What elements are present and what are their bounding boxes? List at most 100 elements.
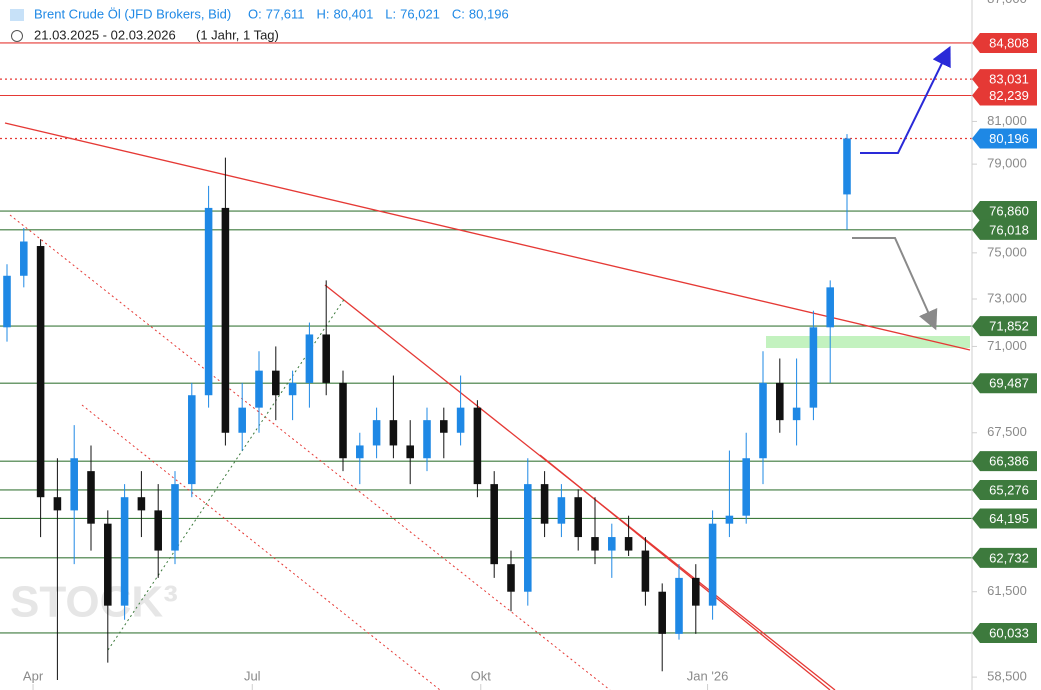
y-tick-label: 75,000 [987,244,1027,259]
candle-body [574,497,582,538]
level-lines [0,42,972,634]
x-tick-label: Apr [23,668,44,683]
candle-body [742,458,750,516]
level-label: 83,031 [989,72,1029,87]
candle-body [221,207,230,433]
ohlc-value: 80,196 [469,6,509,21]
x-tick-label: Jan '26 [687,668,729,683]
candle-body [792,407,801,421]
level-label: 60,033 [989,625,1029,640]
y-tick-label: 87,000 [987,0,1027,6]
level-label-box [972,547,1037,568]
ohlc-label: H: [317,6,330,21]
ohlc-label: L: [385,6,396,21]
candle-body [608,537,616,551]
level-label: 64,195 [989,511,1029,526]
y-tick-label: 73,000 [987,290,1027,305]
candle-body [339,382,347,459]
candle-body [675,577,683,634]
candle-body [641,550,650,592]
candle-body [238,407,246,433]
y-tick-label: 58,500 [987,669,1027,684]
candle-body [692,577,700,606]
candle-body [624,537,633,551]
level-label-box [972,508,1037,529]
candle-body [725,515,734,524]
level-label-box [972,128,1037,149]
ohlc-value: 76,021 [400,6,440,21]
level-label-box [972,373,1037,394]
y-tick-label: 81,000 [987,113,1027,128]
candle-body [36,246,45,498]
ohlc-value: 80,401 [334,6,374,21]
level-label-box [972,85,1037,106]
period: (1 Jahr, 1 Tag) [196,27,279,42]
candle-body [70,458,78,511]
candle-body [288,382,297,396]
chart-icon [10,9,24,21]
instrument-title: Brent Crude Öl (JFD Brokers, Bid) [34,6,231,21]
candle-body [490,484,498,565]
level-label: 71,852 [989,319,1029,334]
level-label-box [972,479,1037,500]
x-tick-label: Jul [244,668,261,683]
level-label: 84,808 [989,35,1029,50]
level-label: 69,487 [989,376,1029,391]
candle-body [557,497,566,524]
candle-body [104,523,112,606]
candle-body [658,591,666,634]
level-label-box [972,69,1037,90]
level-label-box [972,219,1037,240]
candle-body [87,471,95,524]
watermark: STOCK³ [10,578,178,627]
candle-body [423,420,431,459]
support-zone [766,336,970,348]
candle-body [53,497,62,511]
candle-body [473,407,482,485]
candle-body [137,497,146,511]
level-label: 82,239 [989,88,1029,103]
candle-body [406,445,414,459]
candle-body [255,370,263,408]
y-tick-label: 61,500 [987,583,1027,598]
candle-body [120,497,129,606]
trendlines [4,45,971,690]
candle-body [389,420,398,446]
axes: 87,000 81,000 79,000 75,000 73,000 71,000 67,5… [23,0,1027,690]
date-range: 21.03.2025 - 02.03.2026 [34,27,176,42]
candle-body [3,275,11,328]
y-tick-label: 67,500 [987,424,1027,439]
level-label-box [972,32,1037,53]
candle-body [591,537,599,551]
candle-body [154,510,162,551]
candle-body [322,334,330,383]
level-label-box [972,451,1037,472]
candle-body [843,138,851,195]
candle-body [171,484,179,551]
candle-body [456,407,465,433]
level-label: 65,276 [989,482,1029,497]
background-layer: STOCK³ [10,336,970,627]
level-label-box [972,201,1037,222]
candle-body [708,523,717,606]
ohlc-label: C: [452,6,465,21]
level-label: 62,732 [989,550,1029,565]
candle-body [188,395,196,485]
candles [3,134,851,681]
y-tick-label: 79,000 [987,156,1027,171]
clock-icon [11,30,23,42]
candle-body [20,241,28,276]
candle-body [356,445,364,459]
candle-body [440,420,448,433]
level-label: 80,196 [989,131,1029,146]
level-label: 76,860 [989,203,1029,218]
level-label: 76,018 [989,222,1029,237]
level-label-box [972,316,1037,337]
candle-body [524,484,532,592]
candle-body [305,334,314,383]
candle-body [204,207,213,396]
header: Brent Crude Öl (JFD Brokers, Bid) 21.03.… [10,6,509,42]
candle-body [540,484,549,524]
